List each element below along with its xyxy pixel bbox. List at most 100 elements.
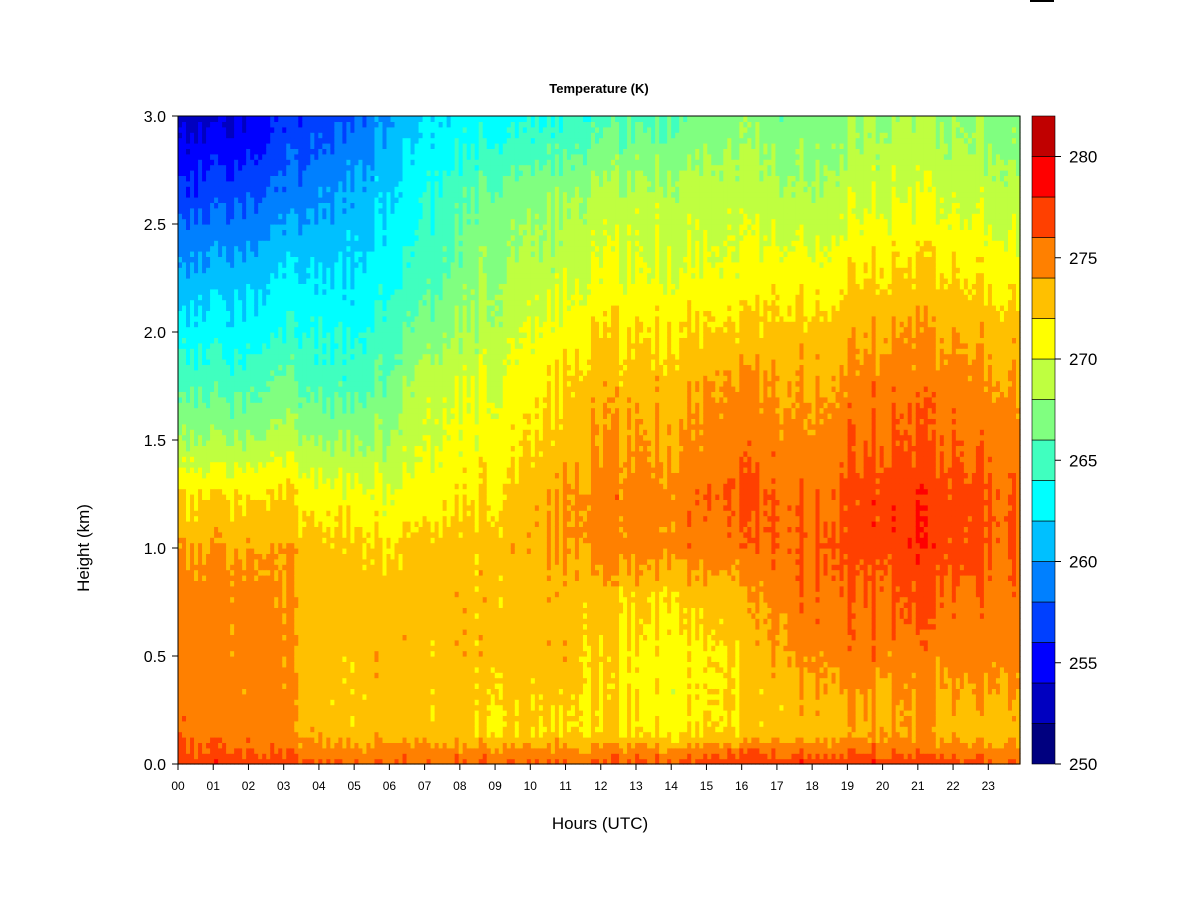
heatmap-cell bbox=[326, 208, 331, 214]
heatmap-cell bbox=[318, 413, 323, 419]
heatmap-cell bbox=[294, 715, 299, 721]
heatmap-cell bbox=[218, 364, 223, 370]
heatmap-cell bbox=[314, 240, 319, 246]
heatmap-cell bbox=[218, 359, 223, 365]
heatmap-cell bbox=[286, 435, 291, 441]
heatmap-cell bbox=[266, 251, 271, 257]
heatmap-cell bbox=[330, 494, 335, 500]
heatmap-cell bbox=[326, 116, 331, 122]
heatmap-cell bbox=[310, 391, 315, 397]
heatmap-cell bbox=[246, 607, 251, 613]
heatmap-cell bbox=[222, 710, 227, 716]
heatmap-cell bbox=[230, 753, 235, 759]
heatmap-cell bbox=[306, 661, 311, 667]
heatmap-cell bbox=[218, 478, 223, 484]
heatmap-cell bbox=[298, 192, 303, 198]
heatmap-cell bbox=[198, 159, 203, 165]
heatmap-cell bbox=[210, 121, 215, 127]
heatmap-cell bbox=[338, 516, 343, 522]
heatmap-cell bbox=[214, 732, 219, 738]
heatmap-cell bbox=[314, 321, 319, 327]
heatmap-cell bbox=[338, 181, 343, 187]
heatmap-cell bbox=[262, 192, 267, 198]
heatmap-cell bbox=[306, 127, 311, 133]
heatmap-cell bbox=[282, 386, 287, 392]
heatmap-cell bbox=[222, 732, 227, 738]
heatmap-cell bbox=[282, 602, 287, 608]
heatmap-cell bbox=[190, 132, 195, 138]
heatmap-cell bbox=[246, 148, 251, 154]
heatmap-cell bbox=[222, 586, 227, 592]
heatmap-cell bbox=[282, 397, 287, 403]
heatmap-cell bbox=[182, 429, 187, 435]
heatmap-cell bbox=[318, 478, 323, 484]
heatmap-cell bbox=[306, 688, 311, 694]
heatmap-cell bbox=[242, 526, 247, 532]
heatmap-cell bbox=[198, 300, 203, 306]
heatmap-cell bbox=[294, 618, 299, 624]
heatmap-cell bbox=[290, 267, 295, 273]
heatmap-cell bbox=[186, 192, 191, 198]
heatmap-cell bbox=[182, 445, 187, 451]
heatmap-cell bbox=[242, 408, 247, 414]
heatmap-cell bbox=[266, 483, 271, 489]
heatmap-cell bbox=[210, 219, 215, 225]
heatmap-cell bbox=[234, 742, 239, 748]
heatmap-cell bbox=[290, 343, 295, 349]
heatmap-cell bbox=[230, 591, 235, 597]
heatmap-cell bbox=[326, 370, 331, 376]
heatmap-cell bbox=[266, 505, 271, 511]
heatmap-cell bbox=[310, 197, 315, 203]
heatmap-cell bbox=[322, 483, 327, 489]
heatmap-cell bbox=[250, 532, 255, 538]
heatmap-cell bbox=[206, 591, 211, 597]
heatmap-cell bbox=[214, 667, 219, 673]
heatmap-cell bbox=[202, 213, 207, 219]
heatmap-cell bbox=[326, 154, 331, 160]
heatmap-cell bbox=[214, 521, 219, 527]
heatmap-cell bbox=[278, 240, 283, 246]
heatmap-cell bbox=[194, 645, 199, 651]
heatmap-cell bbox=[298, 742, 303, 748]
heatmap-cell bbox=[198, 737, 203, 743]
heatmap-cell bbox=[282, 499, 287, 505]
heatmap-cell bbox=[234, 591, 239, 597]
heatmap-cell bbox=[186, 327, 191, 333]
heatmap-cell bbox=[234, 537, 239, 543]
heatmap-cell bbox=[190, 602, 195, 608]
heatmap-cell bbox=[230, 262, 235, 268]
heatmap-cell bbox=[218, 316, 223, 322]
heatmap-cell bbox=[258, 397, 263, 403]
heatmap-cell bbox=[298, 694, 303, 700]
heatmap-cell bbox=[186, 467, 191, 473]
heatmap-cell bbox=[210, 165, 215, 171]
heatmap-cell bbox=[302, 629, 307, 635]
heatmap-cell bbox=[178, 240, 183, 246]
heatmap-cell bbox=[262, 510, 267, 516]
heatmap-cell bbox=[310, 607, 315, 613]
heatmap-cell bbox=[302, 624, 307, 630]
heatmap-cell bbox=[246, 732, 251, 738]
heatmap-cell bbox=[278, 402, 283, 408]
heatmap-cell bbox=[286, 121, 291, 127]
heatmap-cell bbox=[198, 721, 203, 727]
heatmap-cell bbox=[198, 472, 203, 478]
heatmap-cell bbox=[290, 651, 295, 657]
heatmap-cell bbox=[234, 181, 239, 187]
heatmap-cell bbox=[298, 489, 303, 495]
heatmap-cell bbox=[190, 267, 195, 273]
heatmap-cell bbox=[282, 354, 287, 360]
heatmap-cell bbox=[274, 753, 279, 759]
heatmap-cell bbox=[342, 564, 347, 570]
heatmap-cell bbox=[278, 381, 283, 387]
heatmap-cell bbox=[262, 661, 267, 667]
heatmap-cell bbox=[306, 413, 311, 419]
heatmap-cell bbox=[322, 575, 327, 581]
heatmap-cell bbox=[318, 467, 323, 473]
heatmap-cell bbox=[226, 408, 231, 414]
heatmap-cell bbox=[218, 386, 223, 392]
heatmap-cell bbox=[262, 321, 267, 327]
heatmap-cell bbox=[202, 256, 207, 262]
heatmap-cell bbox=[306, 435, 311, 441]
heatmap-cell bbox=[282, 726, 287, 732]
